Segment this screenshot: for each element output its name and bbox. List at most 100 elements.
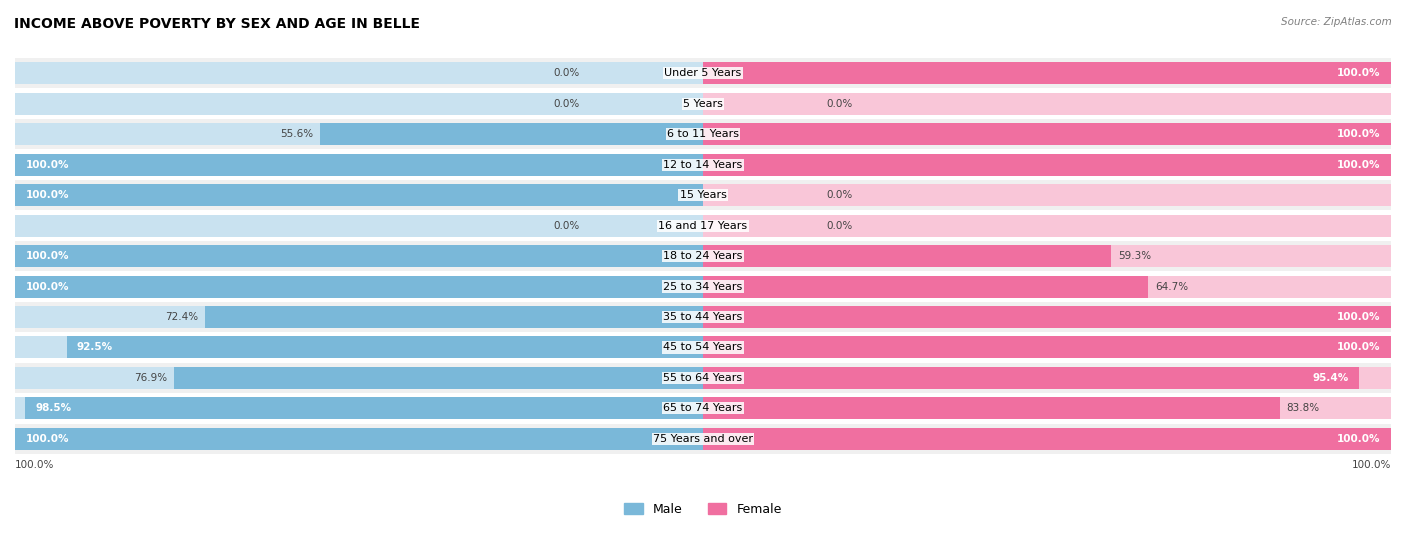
Text: 100.0%: 100.0% xyxy=(1337,312,1381,322)
Text: 100.0%: 100.0% xyxy=(1351,460,1391,470)
Bar xyxy=(703,215,1391,237)
Legend: Male, Female: Male, Female xyxy=(619,498,787,521)
Text: 18 to 24 Years: 18 to 24 Years xyxy=(664,251,742,261)
Text: 98.5%: 98.5% xyxy=(35,403,72,413)
Bar xyxy=(15,276,703,297)
Text: 55.6%: 55.6% xyxy=(280,129,314,140)
Text: 100.0%: 100.0% xyxy=(25,282,69,291)
Bar xyxy=(15,154,703,176)
Bar xyxy=(703,367,1391,389)
Text: 0.0%: 0.0% xyxy=(827,220,853,230)
Text: 12 to 14 Years: 12 to 14 Years xyxy=(664,160,742,170)
Text: 72.4%: 72.4% xyxy=(165,312,198,322)
Bar xyxy=(25,397,703,419)
Bar xyxy=(703,93,1391,115)
Bar xyxy=(15,363,1391,393)
Text: 16 and 17 Years: 16 and 17 Years xyxy=(658,220,748,230)
Bar xyxy=(15,272,1391,301)
Bar xyxy=(703,154,1391,176)
Text: 100.0%: 100.0% xyxy=(25,160,69,170)
Bar xyxy=(15,428,703,450)
Text: INCOME ABOVE POVERTY BY SEX AND AGE IN BELLE: INCOME ABOVE POVERTY BY SEX AND AGE IN B… xyxy=(14,17,420,31)
Bar xyxy=(66,336,703,358)
Bar xyxy=(205,306,703,328)
Bar xyxy=(703,397,1279,419)
Bar xyxy=(15,184,703,206)
Text: 0.0%: 0.0% xyxy=(553,69,579,78)
Bar xyxy=(703,336,1391,358)
Bar xyxy=(15,123,703,145)
Bar xyxy=(15,180,1391,210)
Text: 25 to 34 Years: 25 to 34 Years xyxy=(664,282,742,291)
Bar xyxy=(703,184,1391,206)
Text: 59.3%: 59.3% xyxy=(1118,251,1152,261)
Bar xyxy=(15,119,1391,149)
Bar xyxy=(703,428,1391,450)
Text: Under 5 Years: Under 5 Years xyxy=(665,69,741,78)
Text: 35 to 44 Years: 35 to 44 Years xyxy=(664,312,742,322)
Bar xyxy=(15,245,703,267)
Bar xyxy=(15,424,1391,454)
Bar xyxy=(15,89,1391,119)
Bar xyxy=(703,306,1391,328)
Bar xyxy=(15,397,703,419)
Bar xyxy=(15,184,703,206)
Bar xyxy=(15,336,703,358)
Text: 6 to 11 Years: 6 to 11 Years xyxy=(666,129,740,140)
Bar xyxy=(15,215,703,237)
Bar xyxy=(703,62,1391,84)
Bar xyxy=(703,428,1391,450)
Bar xyxy=(15,211,1391,240)
Bar xyxy=(15,93,703,115)
Bar xyxy=(15,245,703,267)
Text: 55 to 64 Years: 55 to 64 Years xyxy=(664,373,742,383)
Text: 0.0%: 0.0% xyxy=(553,99,579,109)
Bar xyxy=(15,150,1391,180)
Text: 0.0%: 0.0% xyxy=(553,220,579,230)
Text: 100.0%: 100.0% xyxy=(1337,343,1381,353)
Text: 92.5%: 92.5% xyxy=(77,343,112,353)
Bar xyxy=(15,154,703,176)
Bar xyxy=(703,123,1391,145)
Text: 83.8%: 83.8% xyxy=(1286,403,1320,413)
Bar xyxy=(703,397,1391,419)
Bar xyxy=(703,154,1391,176)
Bar xyxy=(703,245,1111,267)
Bar xyxy=(15,302,1391,332)
Bar xyxy=(703,245,1391,267)
Text: 15 Years: 15 Years xyxy=(679,190,727,200)
Bar xyxy=(703,336,1391,358)
Bar xyxy=(15,241,1391,271)
Bar xyxy=(15,306,703,328)
Text: Source: ZipAtlas.com: Source: ZipAtlas.com xyxy=(1281,17,1392,27)
Text: 76.9%: 76.9% xyxy=(134,373,167,383)
Bar xyxy=(703,62,1391,84)
Bar xyxy=(321,123,703,145)
Text: 75 Years and over: 75 Years and over xyxy=(652,434,754,444)
Bar xyxy=(703,123,1391,145)
Text: 100.0%: 100.0% xyxy=(15,460,55,470)
Bar xyxy=(15,62,703,84)
Bar xyxy=(703,306,1391,328)
Text: 0.0%: 0.0% xyxy=(827,190,853,200)
Text: 100.0%: 100.0% xyxy=(1337,434,1381,444)
Bar xyxy=(703,276,1149,297)
Text: 100.0%: 100.0% xyxy=(1337,129,1381,140)
Bar xyxy=(15,276,703,297)
Text: 45 to 54 Years: 45 to 54 Years xyxy=(664,343,742,353)
Bar xyxy=(703,276,1391,297)
Bar xyxy=(703,367,1360,389)
Bar xyxy=(15,59,1391,88)
Text: 64.7%: 64.7% xyxy=(1154,282,1188,291)
Text: 100.0%: 100.0% xyxy=(25,190,69,200)
Text: 100.0%: 100.0% xyxy=(1337,160,1381,170)
Text: 65 to 74 Years: 65 to 74 Years xyxy=(664,403,742,413)
Text: 100.0%: 100.0% xyxy=(25,251,69,261)
Bar xyxy=(15,393,1391,424)
Bar xyxy=(15,333,1391,362)
Bar xyxy=(15,367,703,389)
Text: 95.4%: 95.4% xyxy=(1313,373,1348,383)
Text: 100.0%: 100.0% xyxy=(1337,69,1381,78)
Text: 100.0%: 100.0% xyxy=(25,434,69,444)
Text: 0.0%: 0.0% xyxy=(827,99,853,109)
